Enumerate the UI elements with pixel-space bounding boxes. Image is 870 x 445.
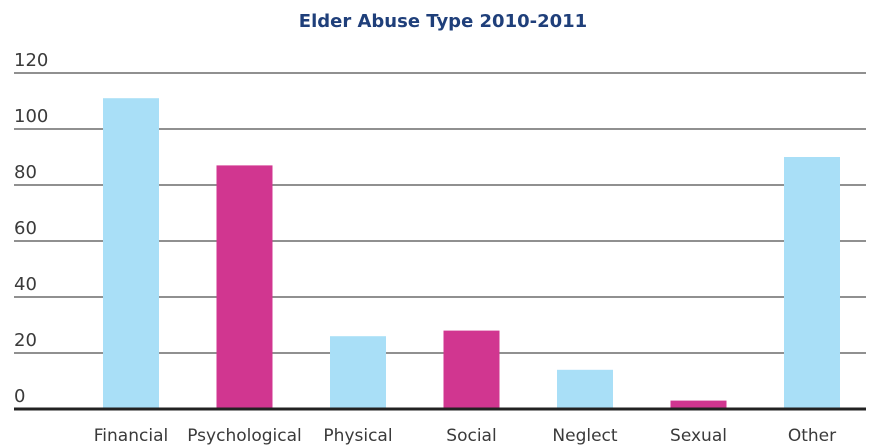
x-tick-label-other: Other [788,426,836,445]
x-tick-label-sexual: Sexual [670,426,727,445]
y-tick-label: 60 [14,218,37,239]
chart-title: Elder Abuse Type 2010-2011 [299,11,587,32]
bar-physical [330,336,386,409]
x-tick-label-physical: Physical [323,426,392,445]
bar-psychological [216,165,273,409]
x-tick-label-financial: Financial [94,426,168,445]
bar-financial [103,98,159,409]
y-tick-label: 40 [14,274,37,295]
y-tick-label: 0 [14,386,25,407]
y-tick-label: 80 [14,162,37,183]
bar-sexual [670,400,727,409]
x-tick-label-psychological: Psychological [187,426,302,445]
y-tick-label: 20 [14,330,37,351]
bar-social [443,330,500,409]
bar-neglect [557,369,613,409]
bar-other [784,157,840,409]
y-tick-label: 100 [14,106,48,127]
y-tick-label: 120 [14,50,48,71]
x-tick-label-neglect: Neglect [552,426,617,445]
x-tick-label-social: Social [446,426,496,445]
bars [103,98,840,409]
x-axis-labels: Financial Psychological Physical Social Negl… [94,426,836,445]
y-axis-ticks: 0 20 40 60 80 100 120 [14,50,48,407]
